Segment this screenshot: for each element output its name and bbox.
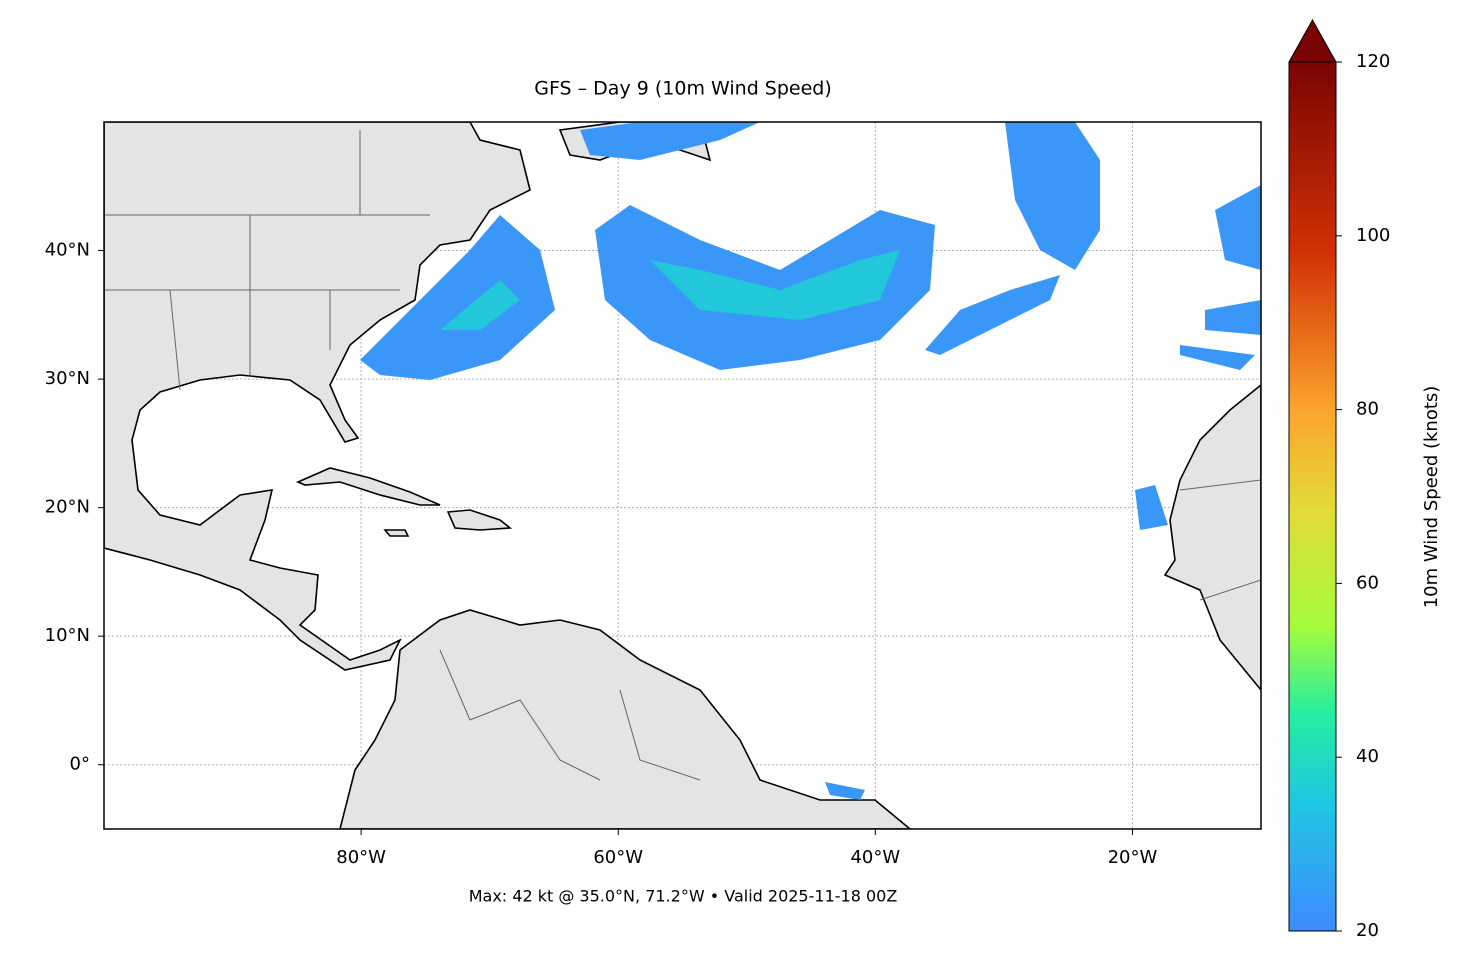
x-tick-label: 80°W [336,847,386,868]
y-tick-label: 30°N [45,368,90,389]
colorbar-tick-label: 100 [1356,225,1390,246]
wind-field-core [440,280,520,330]
wind-field-core [650,250,900,320]
wind-field [1135,485,1168,530]
chart-title: GFS – Day 9 (10m Wind Speed) [534,78,832,100]
y-tick-label: 10°N [45,625,90,646]
colorbar-extend [1288,18,1337,63]
north-america [104,122,531,671]
x-tick-label: 40°W [850,847,900,868]
colorbar-label: 10m Wind Speed (knots) [1421,386,1442,609]
borders [104,130,1261,781]
wind-field [360,215,555,380]
colorbar-tick-label: 80 [1356,399,1379,420]
map [104,122,1261,829]
cuba [295,467,441,506]
colorbar [1288,61,1337,932]
africa [1163,383,1261,692]
colorbar-tick-label: 20 [1356,920,1379,941]
wind-field [580,122,760,160]
y-tick-label: 20°N [45,497,90,518]
x-tick-label: 20°W [1108,847,1158,868]
colorbar-tick-label: 120 [1356,51,1390,72]
hispaniola [446,509,513,531]
colorbar-tick-label: 60 [1356,572,1379,593]
x-tick-label: 60°W [593,847,643,868]
wind-field [1005,122,1100,270]
y-tick-label: 0° [70,754,90,775]
wind-field [825,300,1261,800]
y-tick-label: 40°N [45,240,90,261]
annotation: Max: 42 kt @ 35.0°N, 71.2°W • Valid 2025… [469,887,898,906]
colorbar-tick-label: 40 [1356,746,1379,767]
south-america [339,609,912,829]
wind-field [925,275,1060,355]
jamaica [383,529,410,537]
wind-field [1215,185,1261,270]
map-frame [103,121,1262,830]
